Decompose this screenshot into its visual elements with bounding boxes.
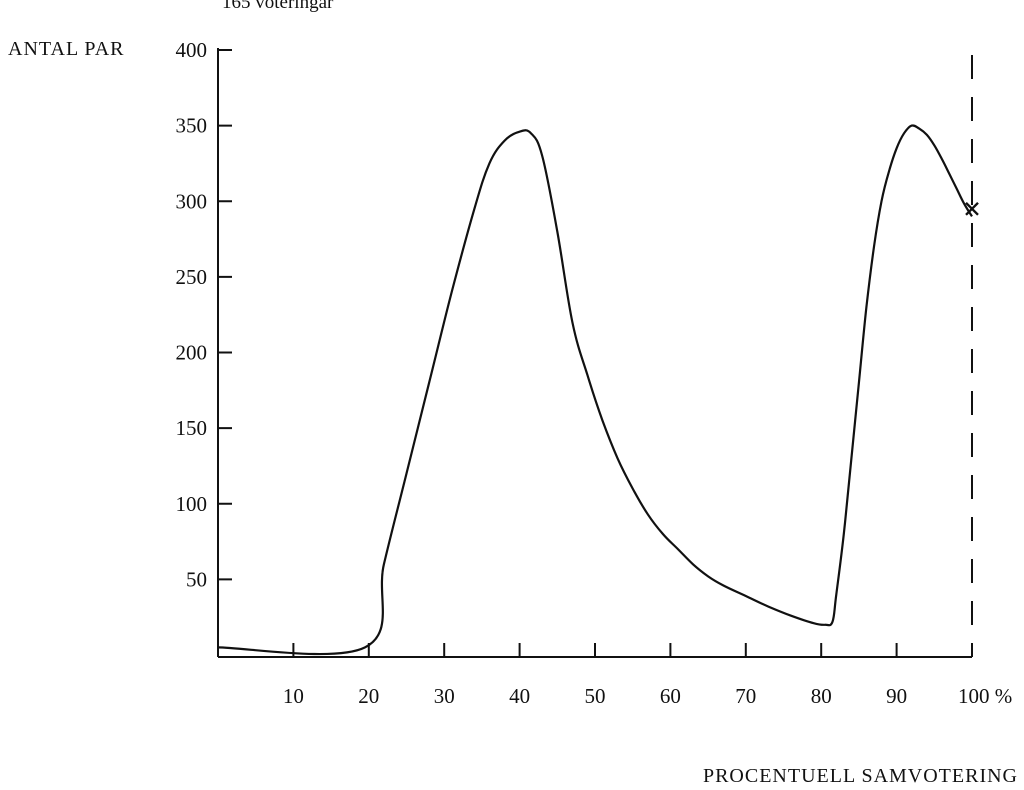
x-ticks: 10 20 30 40 50 60 70 80 90 100 % xyxy=(283,643,1012,708)
x-tick-label: 30 xyxy=(434,684,455,708)
y-tick-label: 200 xyxy=(176,341,208,365)
x-tick-label: 70 xyxy=(735,684,756,708)
y-tick-label: 350 xyxy=(176,114,208,138)
y-tick-label: 300 xyxy=(176,189,208,213)
y-tick-label: 150 xyxy=(176,416,208,440)
x-tick-label: 40 xyxy=(509,684,530,708)
x-axis-title: PROCENTUELL SAMVOTERING xyxy=(703,765,1018,787)
end-point-x-marker xyxy=(965,201,979,216)
x-tick-label: 80 xyxy=(811,684,832,708)
y-tick-label: 400 xyxy=(176,38,208,62)
x-tick-label: 50 xyxy=(585,684,606,708)
marker-layer xyxy=(965,201,979,216)
y-tick-label: 250 xyxy=(176,265,208,289)
x-tick-label: 100 % xyxy=(958,684,1012,708)
x-tick-label: 90 xyxy=(886,684,907,708)
x-tick-label: 20 xyxy=(358,684,379,708)
y-ticks: 50 100 150 200 250 300 350 400 xyxy=(176,38,232,591)
y-axis-title: ANTAL PAR xyxy=(8,38,125,60)
chart-subtitle: 165 voteringar xyxy=(222,0,334,13)
x-tick-label: 60 xyxy=(660,684,681,708)
series-layer xyxy=(217,124,973,656)
y-tick-label: 50 xyxy=(186,567,207,591)
series-line xyxy=(217,124,973,656)
y-tick-label: 100 xyxy=(176,492,208,516)
x-tick-label: 10 xyxy=(283,684,304,708)
